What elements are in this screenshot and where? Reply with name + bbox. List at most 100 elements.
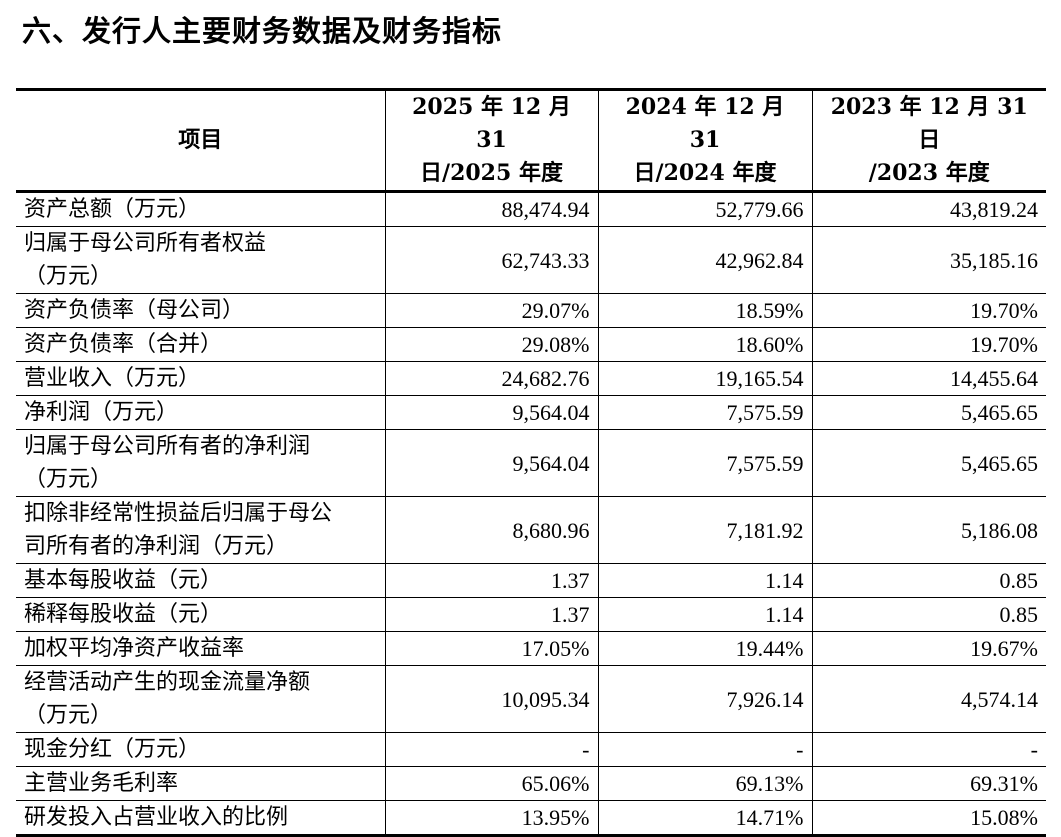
row-label: 研发投入占营业收入的比例: [16, 800, 386, 837]
cell-value: 19.70%: [811, 327, 1046, 362]
column-header: 项目: [16, 88, 386, 193]
row-label: 归属于母公司所有者权益 （万元）: [16, 226, 386, 294]
table-row: 净利润（万元） 9,564.04 7,575.59 5,465.65: [16, 395, 1046, 430]
label-line: 净利润（万元）: [24, 400, 179, 425]
cell-value: 19.44%: [597, 631, 813, 666]
cell-value: 62,743.33: [384, 226, 599, 294]
table-row: 扣除非经常性损益后归属于母公 司所有者的净利润（万元） 8,680.96 7,181.…: [16, 496, 1046, 564]
row-label: 资产负债率（合并）: [16, 327, 386, 362]
table-row: 营业收入（万元） 24,682.76 19,165.54 14,455.64: [16, 361, 1046, 396]
row-label: 营业收入（万元）: [16, 361, 386, 396]
label-line: （万元）: [24, 467, 113, 492]
table-row: 稀释每股收益（元） 1.37 1.14 0.85: [16, 597, 1046, 632]
cell-value: 13.95%: [384, 800, 599, 837]
cell-value: 19.67%: [811, 631, 1046, 666]
label-line: 扣除非经常性损益后归属于母公: [24, 501, 333, 526]
row-label: 净利润（万元）: [16, 395, 386, 430]
cell-value: 18.59%: [597, 293, 813, 328]
cell-value: 52,779.66: [597, 191, 813, 227]
table-row: 归属于母公司所有者权益 （万元） 62,743.33 42,962.84 35,185.…: [16, 226, 1046, 294]
cell-value: 5,465.65: [811, 429, 1046, 497]
row-label: 现金分红（万元）: [16, 732, 386, 767]
cell-value: 14,455.64: [811, 361, 1046, 396]
label-line: 司所有者的净利润（万元）: [24, 534, 289, 559]
cell-value: 15.08%: [811, 800, 1046, 837]
cell-value: 0.85: [811, 597, 1046, 632]
header-line: 2024 年 12 月 31: [625, 94, 785, 153]
row-label: 主营业务毛利率: [16, 766, 386, 801]
cell-value: 5,465.65: [811, 395, 1046, 430]
header-line: 日/2025 年度: [420, 160, 563, 186]
row-label: 稀释每股收益（元）: [16, 597, 386, 632]
financial-table: 项目 2025 年 12 月 31 日/2025 年度 2024 年 12 月 31 日…: [16, 88, 1046, 837]
cell-value: -: [597, 732, 813, 767]
row-label: 资产总额（万元）: [16, 191, 386, 227]
cell-value: 19.70%: [811, 293, 1046, 328]
label-line: 归属于母公司所有者的净利润: [24, 434, 311, 459]
table-row: 经营活动产生的现金流量净额 （万元） 10,095.34 7,926.14 4,574.…: [16, 665, 1046, 733]
header-line: 2023 年 12 月 31 日: [830, 94, 1028, 153]
cell-value: 1.37: [384, 597, 599, 632]
cell-value: 24,682.76: [384, 361, 599, 396]
header-line: /2023 年度: [868, 160, 990, 186]
label-line: 营业收入（万元）: [24, 366, 201, 391]
cell-value: 7,575.59: [597, 395, 813, 430]
row-label: 归属于母公司所有者的净利润 （万元）: [16, 429, 386, 497]
label-line: （万元）: [24, 703, 113, 728]
header-line: 项目: [178, 128, 223, 153]
label-line: 经营活动产生的现金流量净额: [24, 670, 311, 695]
label-line: 加权平均净资产收益率: [24, 636, 245, 661]
cell-value: 42,962.84: [597, 226, 813, 294]
cell-value: 1.14: [597, 597, 813, 632]
cell-value: 14.71%: [597, 800, 813, 837]
section-title: 六、发行人主要财务数据及财务指标: [22, 14, 503, 48]
table-row: 资产总额（万元） 88,474.94 52,779.66 43,819.24: [16, 191, 1046, 227]
label-line: （万元）: [24, 264, 113, 289]
cell-value: 9,564.04: [384, 429, 599, 497]
row-label: 资产负债率（母公司）: [16, 293, 386, 328]
table-row: 加权平均净资产收益率 17.05% 19.44% 19.67%: [16, 631, 1046, 666]
cell-value: 69.31%: [811, 766, 1046, 801]
cell-value: 1.14: [597, 563, 813, 598]
cell-value: 8,680.96: [384, 496, 599, 564]
column-header: 2024 年 12 月 31 日/2024 年度: [597, 88, 813, 193]
table-row: 资产负债率（合并） 29.08% 18.60% 19.70%: [16, 327, 1046, 362]
row-label: 扣除非经常性损益后归属于母公 司所有者的净利润（万元）: [16, 496, 386, 564]
table-row: 基本每股收益（元） 1.37 1.14 0.85: [16, 563, 1046, 598]
table-row: 研发投入占营业收入的比例 13.95% 14.71% 15.08%: [16, 800, 1046, 837]
header-line: 日/2024 年度: [633, 160, 777, 186]
label-line: 归属于母公司所有者权益: [24, 231, 267, 256]
label-line: 现金分红（万元）: [24, 737, 201, 762]
label-line: 资产总额（万元）: [24, 197, 201, 222]
label-line: 主营业务毛利率: [24, 771, 179, 796]
table-row: 现金分红（万元） - - -: [16, 732, 1046, 767]
column-header: 2023 年 12 月 31 日/2023 年度: [811, 88, 1046, 193]
header-line: 2025 年 12 月 31: [412, 94, 571, 153]
row-label: 加权平均净资产收益率: [16, 631, 386, 666]
cell-value: 1.37: [384, 563, 599, 598]
row-label: 基本每股收益（元）: [16, 563, 386, 598]
table-row: 主营业务毛利率 65.06% 69.13% 69.31%: [16, 766, 1046, 801]
label-line: 资产负债率（合并）: [24, 332, 223, 357]
cell-value: 9,564.04: [384, 395, 599, 430]
column-header: 2025 年 12 月 31 日/2025 年度: [384, 88, 599, 193]
label-line: 基本每股收益（元）: [24, 568, 223, 593]
cell-value: 29.07%: [384, 293, 599, 328]
cell-value: 29.08%: [384, 327, 599, 362]
cell-value: 5,186.08: [811, 496, 1046, 564]
label-line: 稀释每股收益（元）: [24, 602, 223, 627]
cell-value: -: [811, 732, 1046, 767]
label-line: 资产负债率（母公司）: [24, 298, 245, 323]
cell-value: 18.60%: [597, 327, 813, 362]
cell-value: 19,165.54: [597, 361, 813, 396]
cell-value: 35,185.16: [811, 226, 1046, 294]
cell-value: 17.05%: [384, 631, 599, 666]
cell-value: 7,926.14: [597, 665, 813, 733]
label-line: 研发投入占营业收入的比例: [24, 805, 289, 830]
cell-value: 65.06%: [384, 766, 599, 801]
cell-value: 4,574.14: [811, 665, 1046, 733]
row-label: 经营活动产生的现金流量净额 （万元）: [16, 665, 386, 733]
cell-value: 7,575.59: [597, 429, 813, 497]
cell-value: -: [384, 732, 599, 767]
table-row: 资产负债率（母公司） 29.07% 18.59% 19.70%: [16, 293, 1046, 328]
